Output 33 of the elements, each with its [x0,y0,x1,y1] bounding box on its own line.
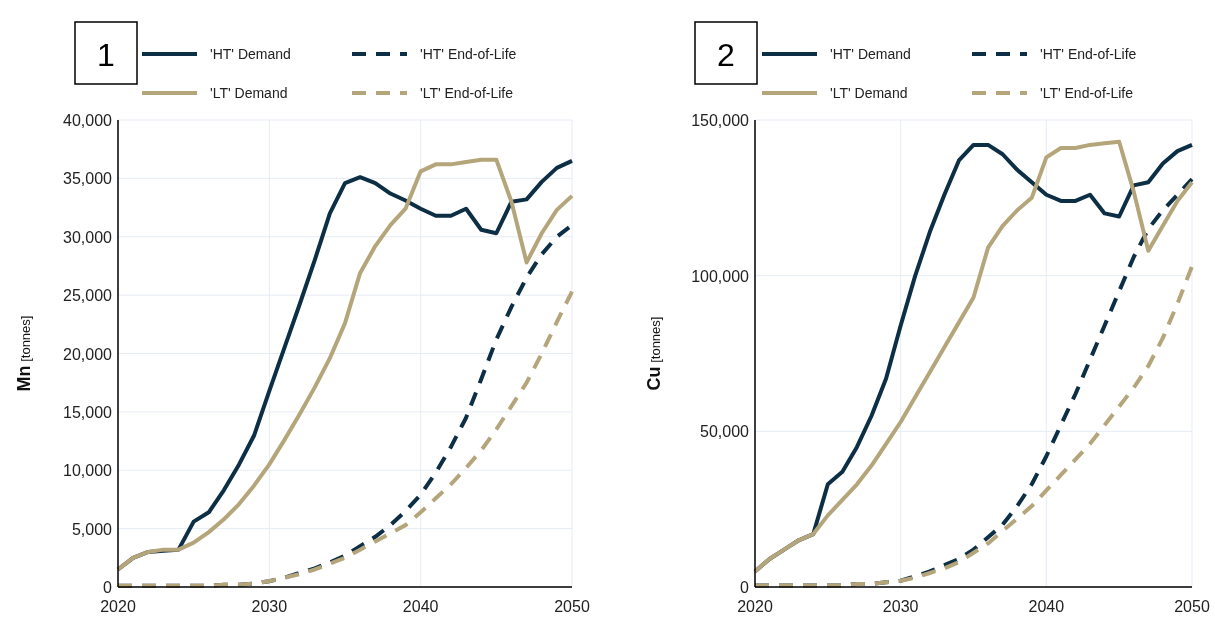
y-tick-label: 30,000 [63,228,113,246]
x-tick-label: 2040 [402,598,439,615]
y-tick-label: 0 [103,579,113,596]
y-tick-label: 35,000 [63,170,113,188]
legend-label: 'HT' End-of-Life [420,46,517,62]
y-axis-title: Cu [tonnes] [644,316,664,391]
legend-label: 'HT' End-of-Life [1040,46,1137,62]
legend-label: 'LT' End-of-Life [1040,85,1134,101]
y-tick-label: 20,000 [63,345,113,363]
x-tick-label: 2040 [1028,598,1065,615]
legend-label: 'LT' Demand [830,85,908,101]
y-tick-label: 5,000 [71,520,113,538]
y-axis-title: Mn [tonnes] [14,315,34,392]
x-tick-label: 2050 [554,598,590,615]
x-tick-label: 2020 [737,598,773,615]
y-tick-label: 150,000 [691,112,750,129]
legend-label: 'LT' Demand [210,85,288,101]
x-tick-label: 2030 [251,598,288,615]
x-tick-label: 2030 [882,598,919,615]
y-tick-label: 40,000 [63,112,113,129]
x-tick-label: 2020 [100,598,136,615]
y-tick-label: 10,000 [63,462,113,480]
chart-title: 2 [717,37,735,73]
y-tick-label: 15,000 [63,403,113,421]
y-tick-label: 100,000 [691,267,750,285]
x-tick-label: 2050 [1174,598,1210,615]
legend-label: 'LT' End-of-Life [420,85,514,101]
y-tick-label: 0 [740,579,750,596]
y-tick-label: 25,000 [63,287,113,305]
y-tick-label: 50,000 [700,423,750,441]
legend-label: 'HT' Demand [830,46,911,62]
chart-title: 1 [97,37,115,73]
legend-label: 'HT' Demand [210,46,291,62]
